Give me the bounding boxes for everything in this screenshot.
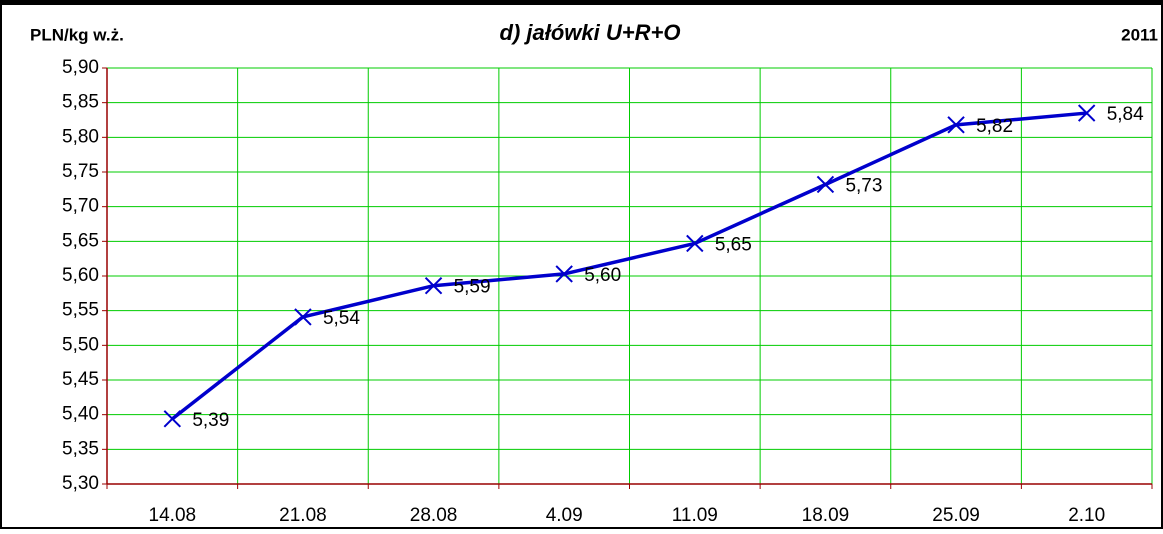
y-tick-label: 5,65 [62, 230, 99, 251]
y-tick-label: 5,75 [62, 161, 99, 182]
data-label: 5,60 [584, 265, 621, 286]
y-axis-label: PLN/kg w.ż. [30, 25, 124, 44]
data-label: 5,84 [1107, 104, 1144, 125]
data-label: 5,82 [976, 116, 1013, 137]
x-tick-label: 14.08 [149, 505, 197, 526]
y-tick-label: 5,55 [62, 300, 99, 321]
x-tick-label: 25.09 [932, 505, 980, 526]
x-tick-label: 2.10 [1068, 505, 1105, 526]
y-tick-label: 5,45 [62, 369, 99, 390]
marker [1077, 104, 1096, 122]
y-tick-label: 5,80 [62, 126, 99, 147]
marker [555, 265, 573, 283]
year-label: 2011 [1121, 25, 1158, 44]
y-tick-label: 5,35 [62, 438, 99, 459]
y-tick-label: 5,30 [62, 473, 99, 494]
marker [686, 234, 704, 253]
data-label: 5,54 [323, 308, 360, 329]
y-tick-label: 5,50 [62, 334, 99, 355]
marker [424, 276, 443, 295]
y-tick-label: 5,85 [62, 92, 99, 113]
data-label: 5,59 [454, 277, 491, 298]
data-label: 5,39 [192, 410, 229, 431]
y-tick-label: 5,70 [62, 196, 99, 217]
data-label: 5,73 [845, 175, 882, 196]
y-tick-label: 5,90 [62, 57, 99, 78]
marker [294, 308, 312, 326]
x-tick-label: 28.08 [410, 505, 458, 526]
x-tick-label: 21.08 [279, 505, 327, 526]
y-tick-label: 5,60 [62, 265, 99, 286]
series-line [171, 111, 1087, 421]
y-tick-label: 5,40 [62, 404, 99, 425]
marker [163, 410, 182, 428]
top-bar [0, 0, 1163, 5]
marker [947, 116, 965, 134]
chart-title: d) jałówki U+R+O [500, 20, 681, 45]
data-label: 5,65 [715, 234, 752, 255]
x-tick-label: 4.09 [546, 505, 583, 526]
x-tick-label: 11.09 [672, 505, 718, 526]
x-tick-label: 18.09 [802, 505, 850, 526]
marker [816, 175, 835, 194]
